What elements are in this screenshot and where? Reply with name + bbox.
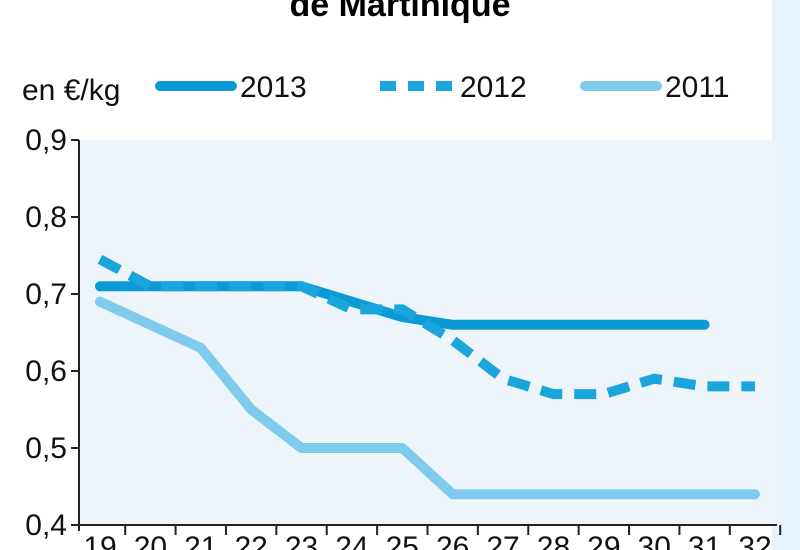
legend-label-2012: 2012 (460, 71, 527, 104)
x-tick-label: 21 (184, 531, 217, 550)
series-line-2012 (97, 254, 755, 400)
y-tick-label: 0,8 (25, 201, 67, 234)
series-line-2011 (95, 296, 760, 500)
x-tick-label: 28 (537, 531, 570, 550)
x-tick-label: 25 (386, 531, 419, 550)
legend-label-2011: 2011 (665, 71, 730, 104)
y-tick-label: 0,7 (25, 278, 67, 311)
y-tick-label: 0,6 (25, 355, 67, 388)
tick-labels: 0,4 0,5 0,6 0,7 0,8 0,9 19 20 21 22 23 24 25 26 27 28 29… (25, 124, 771, 550)
chart-title: de Martinique (289, 0, 511, 24)
y-tick-label: 0,5 (25, 432, 67, 465)
x-tick-label: 27 (486, 531, 519, 550)
x-tick-label: 24 (335, 531, 368, 550)
y-tick-label: 0,9 (25, 124, 67, 157)
x-tick-label: 29 (587, 531, 620, 550)
x-tick-label: 22 (234, 531, 267, 550)
plot-area (79, 140, 777, 525)
x-tick-label: 23 (285, 531, 318, 550)
axes (71, 139, 782, 535)
x-tick-label: 19 (83, 531, 116, 550)
legend: 2013 2012 2011 (155, 71, 730, 104)
y-tick-label: 0,4 (25, 509, 67, 542)
series-lines (95, 254, 760, 500)
x-tick-label: 30 (638, 531, 671, 550)
x-tick-label: 26 (436, 531, 469, 550)
x-tick-label: 20 (134, 531, 167, 550)
x-tick-label: 32 (738, 531, 771, 550)
legend-label-2013: 2013 (240, 71, 307, 104)
y-axis-unit-label: en €/kg (22, 74, 120, 107)
x-tick-label: 31 (688, 531, 721, 550)
